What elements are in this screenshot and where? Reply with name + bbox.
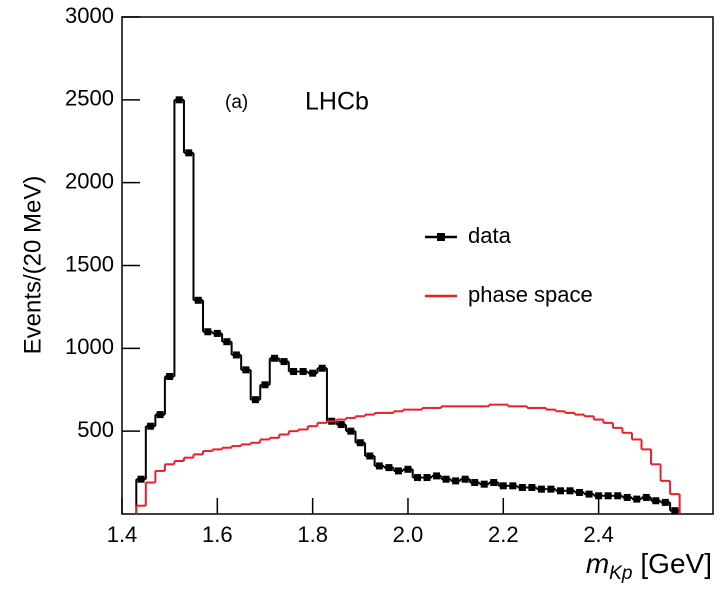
x-tick-label: 1.8 — [297, 522, 328, 547]
data-marker — [394, 467, 402, 475]
data-marker — [299, 368, 307, 376]
data-marker — [271, 354, 279, 362]
y-tick-label: 1000 — [65, 334, 114, 359]
x-tick-label: 2.2 — [488, 522, 519, 547]
data-marker — [566, 487, 574, 495]
data-marker — [537, 485, 545, 493]
data-marker — [471, 479, 479, 487]
data-marker — [461, 475, 469, 483]
x-title-subscript: Kp — [609, 563, 632, 584]
data-marker — [528, 483, 536, 491]
x-title-symbol: m — [586, 548, 609, 579]
data-marker — [166, 372, 174, 380]
data-marker — [633, 495, 641, 503]
data-marker — [556, 487, 564, 495]
data-marker — [433, 472, 441, 480]
data-marker — [366, 452, 374, 460]
data-marker — [490, 479, 498, 487]
data-marker — [309, 369, 317, 377]
x-tick-label: 2.0 — [393, 522, 424, 547]
data-marker — [595, 492, 603, 500]
data-marker — [261, 381, 269, 389]
data-marker — [223, 338, 231, 346]
data-marker — [185, 149, 193, 157]
data-marker — [356, 439, 364, 447]
y-tick-label: 2500 — [65, 86, 114, 111]
data-marker — [204, 328, 212, 336]
data-marker — [642, 493, 650, 501]
data-marker — [452, 477, 460, 485]
y-tick-label: 1500 — [65, 251, 114, 276]
data-marker — [156, 411, 164, 419]
data-marker — [213, 329, 221, 337]
x-title-unit: [GeV] — [640, 548, 712, 579]
x-tick-label: 2.4 — [583, 522, 614, 547]
data-marker — [251, 396, 259, 404]
data-marker — [404, 465, 412, 473]
data-marker — [385, 464, 393, 472]
data-marker — [671, 507, 679, 515]
data-marker — [423, 474, 431, 482]
data-marker — [414, 474, 421, 482]
data-marker — [175, 96, 183, 104]
data-marker — [509, 482, 517, 490]
annotation: LHCb — [305, 88, 369, 116]
y-tick-label: 500 — [77, 417, 114, 442]
data-marker — [480, 480, 488, 488]
data-marker — [318, 364, 326, 372]
data-marker — [652, 497, 660, 505]
y-axis-title: Events/(20 MeV) — [19, 176, 46, 355]
legend-marker — [437, 233, 445, 241]
data-marker — [518, 483, 526, 491]
data-marker — [137, 475, 145, 483]
data-marker — [280, 358, 288, 366]
data-marker — [576, 488, 584, 496]
data-marker — [290, 368, 298, 376]
plot-frame — [121, 16, 714, 515]
x-tick-label: 1.6 — [202, 522, 233, 547]
data-marker — [661, 498, 669, 506]
legend-label: phase space — [468, 282, 593, 307]
annotation: (a) — [225, 92, 248, 113]
data-marker — [194, 296, 202, 304]
y-tick-label: 2000 — [65, 168, 114, 193]
data-marker — [614, 492, 622, 500]
data-marker — [604, 492, 612, 500]
data-marker — [337, 421, 345, 429]
data-marker — [585, 490, 593, 498]
data-marker — [375, 462, 383, 470]
data-marker — [242, 366, 250, 374]
y-tick-label: 3000 — [65, 3, 114, 28]
data-marker — [147, 422, 155, 430]
x-tick-label: 1.4 — [107, 522, 138, 547]
data-marker — [499, 482, 507, 490]
legend-label: data — [468, 223, 512, 248]
data-marker — [232, 351, 240, 359]
data-marker — [442, 475, 450, 483]
data-marker — [347, 427, 355, 435]
x-axis-title: mKp [GeV] — [586, 548, 712, 584]
data-marker — [547, 485, 555, 493]
data-marker — [623, 493, 631, 501]
